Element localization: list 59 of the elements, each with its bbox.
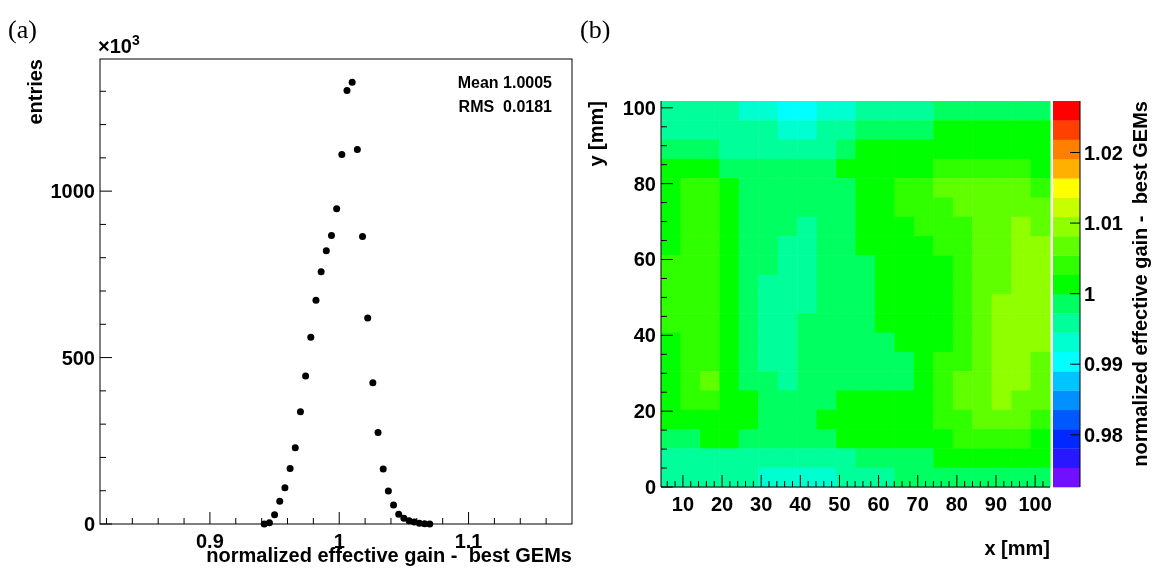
point: [343, 87, 351, 95]
y-axis-title: entries: [24, 59, 46, 125]
y-tick-label: 100: [622, 96, 656, 119]
color-bar-label: 0.99: [1084, 353, 1123, 376]
x-tick-label: 60: [867, 493, 890, 515]
point: [359, 232, 367, 240]
y-tick-label: 60: [633, 248, 656, 271]
point: [395, 510, 403, 518]
y-tick-label: 20: [633, 400, 656, 423]
color-bar-title: normalized effective gain - best GEMs: [1129, 101, 1151, 467]
point: [276, 497, 284, 505]
point: [271, 511, 279, 519]
point: [281, 484, 289, 492]
x-tick-label: 90: [984, 493, 1008, 515]
y-tick-label: 80: [633, 172, 656, 195]
point: [338, 151, 346, 159]
x-tick-label: 70: [906, 493, 929, 515]
x-tick-label: 40: [789, 493, 812, 515]
point: [327, 231, 335, 239]
point: [296, 408, 304, 416]
point: [307, 333, 315, 341]
annotation: Mean 1.0005: [457, 74, 553, 91]
y-tick-label: 0: [644, 476, 656, 498]
point: [312, 296, 320, 304]
x-tick-label: 50: [828, 493, 851, 515]
x-tick-label: 80: [945, 493, 968, 515]
y-tick-label: 1000: [50, 180, 95, 203]
point: [302, 372, 310, 380]
y-axis-title: y [mm]: [585, 101, 607, 167]
point: [317, 268, 325, 276]
x-tick-label: 30: [750, 493, 773, 515]
point: [374, 428, 382, 436]
color-bar-label: 1.02: [1084, 141, 1123, 164]
y-tick-label: 40: [633, 324, 656, 347]
color-bar-label: 1: [1084, 282, 1096, 305]
point: [333, 205, 341, 213]
point: [364, 314, 372, 322]
point: [353, 146, 361, 154]
point: [384, 487, 392, 495]
y-tick-label: 0: [83, 513, 95, 535]
chart-title: (a): [8, 15, 37, 44]
y-tick-label: 500: [61, 346, 95, 369]
x-tick-label: 10: [671, 493, 695, 515]
point: [286, 464, 294, 472]
x-tick-label: 20: [710, 493, 734, 515]
annotation: RMS 0.0181: [458, 98, 553, 115]
text: ×10$^{3}$: [98, 32, 140, 57]
point: [369, 379, 377, 387]
point: [322, 247, 330, 255]
point: [379, 465, 387, 473]
point: [390, 501, 398, 509]
color-bar-label: 1.01: [1084, 212, 1123, 235]
point: [291, 444, 299, 452]
x-tick-label: 100: [1018, 493, 1052, 515]
chart-title: (b): [580, 15, 611, 44]
point: [348, 78, 356, 86]
point: [400, 514, 408, 522]
x-axis-title: x [mm]: [984, 537, 1050, 559]
color-bar-label: 0.98: [1084, 423, 1123, 446]
